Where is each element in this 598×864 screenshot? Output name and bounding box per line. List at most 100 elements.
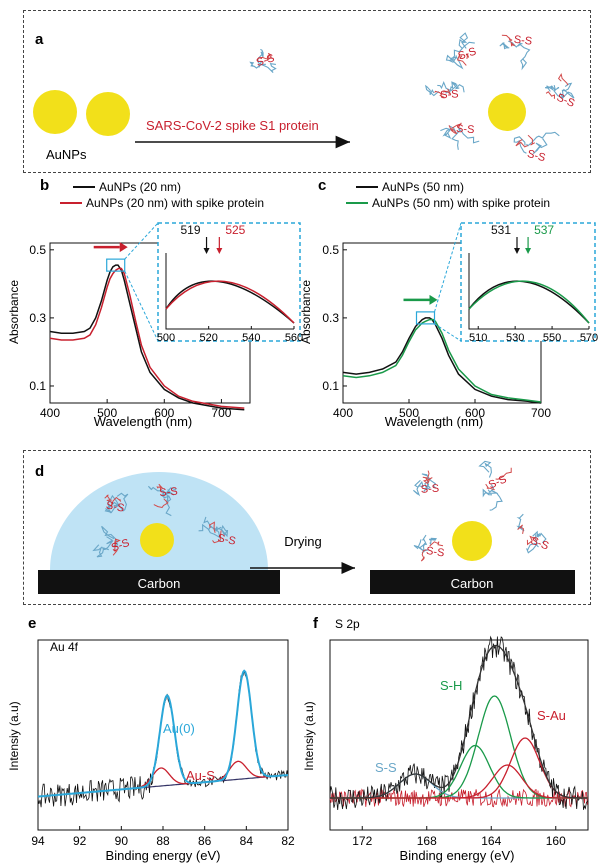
protein-strand [423,477,433,485]
spike-protein-cluster: S-S [147,483,178,517]
spike-protein-cluster: S-S [445,32,478,70]
protein-strand [160,491,172,517]
spike-protein-cluster: S-S [499,34,533,71]
protein-strand [501,34,513,42]
protein-strand [442,88,452,95]
sau-fit-b [330,737,588,799]
disulfide-label: S-S [216,532,236,548]
inset-series [468,280,590,324]
spike-protein-label: SARS-CoV-2 spike S1 protein [146,118,319,133]
aunps-label: AuNPs [46,147,87,162]
protein-strand [545,84,556,92]
inset-series [165,280,295,324]
panel-d-frame [23,450,591,605]
y-tick-label: 0.1 [322,379,339,393]
y-tick-label: 0.3 [322,311,339,325]
spike-protein-cluster: S-S [424,80,465,101]
y-tick-label: 0.3 [29,311,46,325]
protein-strand [532,138,548,155]
protein-strand [545,91,556,99]
carbon-substrate [370,570,575,594]
x-tick-label: 700 [211,406,231,420]
sh-fit-a [330,744,588,799]
legend-label: AuNPs (50 nm) with spike protein [372,196,550,210]
protein-strand [420,549,427,562]
water-droplet [50,472,268,570]
series-line [342,317,542,404]
spike-protein-cluster: S-S [440,122,480,150]
y-tick-label: 0.5 [322,243,339,257]
disulfide-label: S-S [456,123,475,136]
protein-strand [209,521,216,533]
peak-arrow-head [216,248,223,254]
protein-strand [448,41,475,63]
x-tick-label: 92 [73,834,87,848]
peak-arrow-head [514,248,520,254]
panel-a: a AuNPs SARS-CoV-2 spike S1 protein S-S … [33,31,576,164]
inset-x-tick-label: 510 [469,332,487,344]
x-tick-label: 160 [546,834,566,848]
x-tick-label: 700 [531,406,551,420]
x-tick-label: 400 [333,406,353,420]
protein-strand [445,82,465,94]
inset-x-tick-label: 500 [157,332,175,344]
y-axis-label: Absorbance [7,280,21,344]
disulfide-label: S-S [526,148,547,164]
series-line [49,264,245,411]
protein-strand [156,483,164,491]
protein-strand [216,524,229,538]
protein-strand [249,61,264,69]
peak-arrow-head [525,248,532,254]
chart-title: Au 4f [50,640,79,654]
panel-a-letter: a [35,31,44,48]
panel-e: e Au 4f 94 92 90 88 86 84 82 Au(0) Au-S Intens… [7,615,295,863]
protein-strand [203,516,218,532]
x-tick-label: 90 [115,834,129,848]
protein-strand [418,534,428,553]
envelope-fit [330,644,588,799]
spike-protein-cluster: S-S [249,48,277,73]
panel-c: c AuNPs (50 nm) AuNPs (50 nm) with spike… [299,177,598,429]
peak-arrow-head [203,248,210,254]
protein-strand [456,53,467,66]
protein-strand [212,530,222,544]
x-tick-label: 164 [481,834,501,848]
protein-strand [114,538,121,547]
inset-x-tick-label: 550 [543,332,561,344]
x-axis-label: Wavelength (nm) [94,414,193,429]
zoom-box [415,311,436,325]
shift-arrow-head [429,294,438,305]
protein-strand [515,138,528,148]
y-axis-label: Intensiy (a.u) [302,701,316,770]
disulfide-label: S-S [513,34,533,48]
x-axis-label: Wavelength (nm) [385,414,484,429]
protein-strand [104,500,120,513]
protein-strand [104,494,112,501]
x-tick-label: 400 [40,406,60,420]
protein-strand [434,90,445,98]
protein-strand [527,134,536,146]
protein-strand [153,498,169,509]
protein-strand [424,84,440,97]
disulfide-label: S-S [159,486,178,500]
plot-frame [329,639,589,831]
disulfide-label: S-S [457,46,478,63]
x-tick-label: 172 [352,834,372,848]
disulfide-label: S-S [105,499,125,514]
protein-strand [198,523,222,539]
disulfide-label: S-S [440,88,459,101]
protein-strand [557,72,569,86]
x-tick-label: 600 [154,406,174,420]
x-tick-label: 500 [399,406,419,420]
panel-d-letter: d [35,463,44,480]
carbon-label: Carbon [451,576,494,591]
disulfide-label: S-S [110,537,131,554]
protein-strand [440,127,453,140]
protein-strand [422,470,430,483]
protein-strand [458,32,469,50]
disulfide-label: S-S [555,92,577,110]
inset-axes [468,253,589,330]
protein-strand [163,487,177,496]
annotation-aus: Au-S [186,768,215,783]
